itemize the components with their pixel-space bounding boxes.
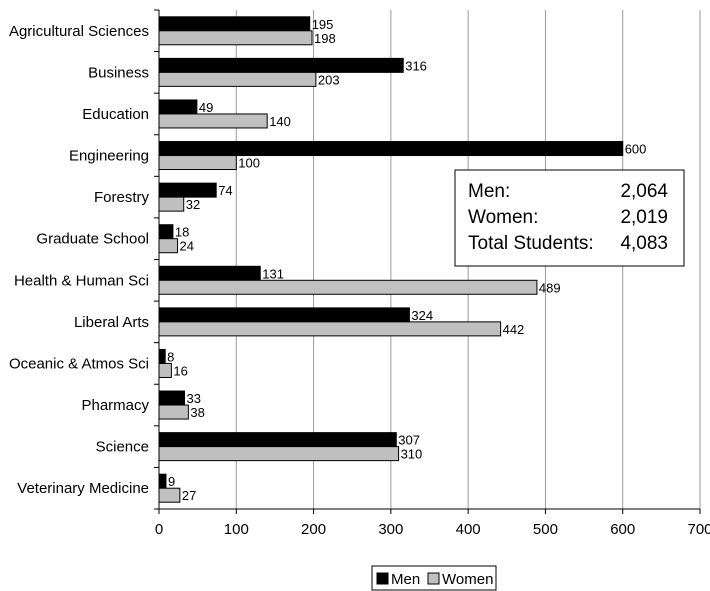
x-tick-label: 400 (456, 521, 481, 538)
data-label-women: 442 (503, 322, 525, 337)
bar-men (158, 265, 261, 281)
legend: Men Women (371, 565, 497, 591)
bar-men (158, 182, 217, 198)
category-label: Forestry (94, 189, 150, 206)
bar-men (158, 348, 166, 364)
category-label: Graduate School (36, 231, 149, 248)
bar-women (158, 321, 502, 337)
bar-women (158, 113, 268, 129)
data-label-men: 131 (262, 266, 284, 281)
data-label-women: 16 (173, 363, 187, 378)
data-label-men: 324 (411, 308, 433, 323)
bar-men (158, 99, 198, 115)
data-label-women: 310 (401, 447, 423, 462)
category-label: Veterinary Medicine (17, 480, 149, 497)
data-label-men: 9 (168, 474, 175, 489)
x-tick-label: 200 (301, 521, 326, 538)
data-label-men: 600 (625, 142, 647, 157)
data-label-women: 198 (314, 31, 336, 46)
x-tick-label: 600 (610, 521, 635, 538)
category-label: Education (82, 106, 149, 123)
summary-women-value: 2,019 (620, 207, 668, 228)
bar-women (158, 155, 237, 171)
x-tick-label: 0 (155, 521, 163, 538)
data-label-men: 33 (187, 391, 201, 406)
data-label-men: 18 (175, 225, 189, 240)
data-label-men: 307 (398, 433, 420, 448)
data-label-women: 32 (186, 197, 200, 212)
bar-women (158, 279, 538, 295)
x-tick-label: 300 (378, 521, 403, 538)
legend-border (371, 565, 497, 591)
data-label-women: 489 (539, 280, 561, 295)
category-label: Health & Human Sci (14, 272, 149, 289)
category-labels: Agricultural Sciences Business Education En… (9, 9, 159, 510)
data-label-men: 74 (218, 183, 232, 198)
category-label: Business (88, 64, 149, 81)
data-label-men: 316 (405, 58, 427, 73)
bar-women (158, 196, 185, 212)
bar-men (158, 141, 624, 157)
summary-box-border (454, 169, 685, 267)
bar-men (158, 432, 397, 448)
bar-women (158, 404, 189, 420)
summary-women-label: Women: (468, 207, 538, 228)
bar-women (158, 30, 313, 46)
bars (158, 16, 624, 503)
data-label-women: 203 (318, 72, 340, 87)
legend-swatch-men (376, 572, 389, 585)
category-label: Science (96, 439, 149, 456)
category-label: Liberal Arts (74, 314, 149, 331)
bar-men (158, 307, 410, 323)
bar-women (158, 238, 179, 254)
summary-box: Men: 2,064 Women: 2,019 Total Students: … (454, 169, 685, 267)
bar-men (158, 390, 186, 406)
category-label: Engineering (69, 148, 149, 165)
data-label-women: 38 (190, 405, 204, 420)
category-label: Pharmacy (81, 397, 149, 414)
x-tick-labels: 0 100 200 300 400 500 600 700 (155, 509, 710, 538)
legend-label-women: Women (442, 571, 493, 588)
bar-women (158, 362, 172, 378)
bar-men (158, 57, 404, 73)
data-label-men: 8 (167, 349, 174, 364)
category-label: Agricultural Sciences (9, 23, 149, 40)
data-label-women: 24 (180, 239, 194, 254)
x-tick-label: 500 (533, 521, 558, 538)
bar-men (158, 16, 311, 32)
data-label-men: 195 (312, 17, 334, 32)
data-label-men: 49 (199, 100, 213, 115)
data-label-women: 27 (182, 488, 196, 503)
data-label-women: 100 (238, 156, 260, 171)
category-label: Oceanic & Atmos Sci (9, 355, 149, 372)
bar-women (158, 446, 400, 462)
summary-total-value: 4,083 (620, 233, 668, 254)
legend-label-men: Men (391, 571, 420, 588)
x-tick-label: 100 (224, 521, 249, 538)
bar-men (158, 224, 174, 240)
summary-total-label: Total Students: (468, 233, 594, 254)
bar-women (158, 487, 181, 503)
summary-men-value: 2,064 (620, 181, 668, 202)
data-label-women: 140 (269, 114, 291, 129)
x-tick-label: 700 (687, 521, 710, 538)
bar-men (158, 473, 167, 489)
summary-men-label: Men: (468, 181, 510, 202)
legend-swatch-women (427, 572, 440, 585)
bar-women (158, 71, 317, 87)
